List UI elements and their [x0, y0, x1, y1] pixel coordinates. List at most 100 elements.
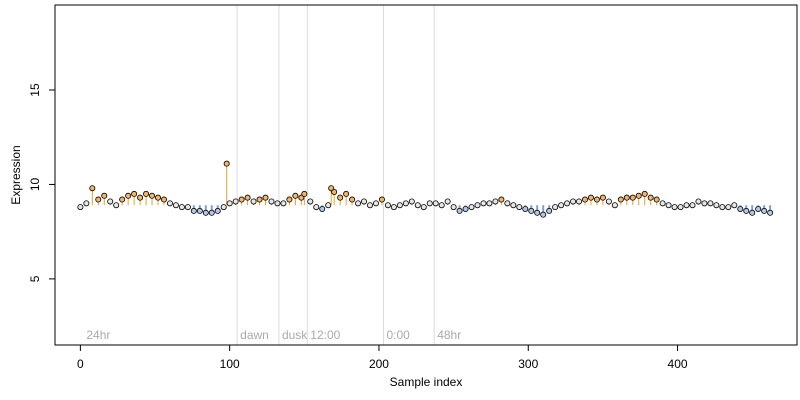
- data-point: [725, 204, 732, 211]
- data-point: [190, 207, 197, 214]
- data-points: [77, 160, 774, 218]
- data-point: [280, 200, 287, 207]
- data-point: [474, 202, 481, 209]
- data-point: [647, 194, 654, 201]
- data-point: [155, 194, 162, 201]
- data-point: [468, 204, 475, 211]
- data-point: [131, 190, 138, 197]
- data-point: [244, 194, 251, 201]
- data-point: [232, 198, 239, 205]
- data-point: [659, 200, 666, 207]
- y-tick-label: 5: [28, 275, 42, 282]
- data-point: [540, 211, 547, 218]
- data-point: [77, 204, 84, 211]
- data-point: [755, 205, 762, 212]
- phase-label: 12:00: [310, 328, 340, 342]
- x-tick-label: 0: [77, 357, 84, 371]
- data-point: [95, 196, 102, 203]
- data-point: [701, 200, 708, 207]
- data-point: [325, 202, 332, 209]
- data-point: [337, 194, 344, 201]
- data-point: [202, 209, 209, 216]
- data-point: [274, 200, 281, 207]
- data-point: [286, 196, 293, 203]
- data-point: [534, 209, 541, 216]
- x-tick-label: 300: [518, 357, 538, 371]
- data-point: [262, 194, 269, 201]
- data-point: [498, 196, 505, 203]
- data-point: [319, 205, 326, 212]
- data-point: [695, 198, 702, 205]
- data-point: [599, 194, 606, 201]
- data-point: [149, 192, 156, 199]
- data-point: [456, 207, 463, 214]
- data-point: [480, 200, 487, 207]
- data-point: [528, 207, 535, 214]
- x-tick-label: 100: [220, 357, 240, 371]
- data-point: [313, 204, 320, 211]
- x-axis: 0 100 200 300 400: [77, 344, 688, 371]
- data-point: [83, 200, 90, 207]
- data-point: [89, 185, 96, 192]
- data-point: [587, 194, 594, 201]
- data-point: [307, 198, 314, 205]
- data-point: [605, 198, 612, 205]
- data-point: [432, 200, 439, 207]
- data-point: [552, 204, 559, 211]
- data-point: [214, 207, 221, 214]
- data-point: [220, 204, 227, 211]
- x-axis-label: Sample index: [390, 375, 463, 389]
- data-point: [196, 207, 203, 214]
- data-point: [761, 207, 768, 214]
- data-point: [402, 200, 409, 207]
- data-point: [438, 202, 445, 209]
- data-point: [107, 198, 114, 205]
- data-point: [450, 204, 457, 211]
- phase-label: 48hr: [437, 328, 461, 342]
- data-point: [683, 202, 690, 209]
- y-axis: 5 10 15: [28, 83, 56, 282]
- data-point: [420, 204, 427, 211]
- data-point: [292, 192, 299, 199]
- data-point: [137, 194, 144, 201]
- data-point: [384, 202, 391, 209]
- data-point: [208, 209, 215, 216]
- data-point: [268, 198, 275, 205]
- data-point: [223, 160, 230, 167]
- data-point: [653, 196, 660, 203]
- plot-frame: [54, 4, 798, 346]
- data-point: [226, 200, 233, 207]
- data-point: [256, 196, 263, 203]
- data-point: [414, 202, 421, 209]
- data-point: [361, 198, 368, 205]
- data-point: [576, 198, 583, 205]
- data-point: [593, 196, 600, 203]
- data-point: [355, 200, 362, 207]
- data-point: [372, 200, 379, 207]
- data-point: [462, 205, 469, 212]
- phase-label: 0:00: [386, 328, 410, 342]
- data-point: [119, 196, 126, 203]
- data-point: [623, 194, 630, 201]
- data-point: [671, 204, 678, 211]
- data-point: [522, 205, 529, 212]
- data-point: [743, 207, 750, 214]
- phase-markers: dawn dusk 12:00 0:00 48hr 24hr: [86, 5, 461, 345]
- data-point: [564, 200, 571, 207]
- data-point: [343, 190, 350, 197]
- data-point: [504, 200, 511, 207]
- data-point: [250, 198, 257, 205]
- data-point: [143, 190, 150, 197]
- data-point: [635, 192, 642, 199]
- data-point: [101, 192, 108, 199]
- data-point: [582, 196, 589, 203]
- data-point: [166, 200, 173, 207]
- data-point: [665, 202, 672, 209]
- x-tick-label: 400: [668, 357, 688, 371]
- data-point: [113, 202, 120, 209]
- data-point: [426, 200, 433, 207]
- data-point: [184, 204, 191, 211]
- data-point: [408, 198, 415, 205]
- y-tick-label: 15: [28, 83, 42, 97]
